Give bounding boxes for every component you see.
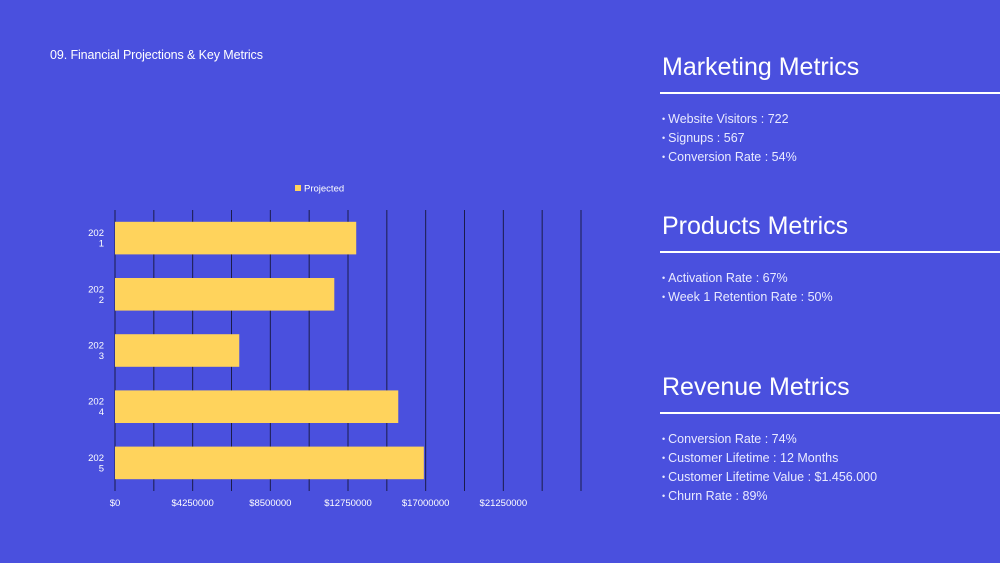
revenue-metrics-title: Revenue Metrics (662, 373, 850, 401)
products-metrics-title: Products Metrics (662, 212, 849, 240)
legend-swatch (295, 185, 301, 191)
legend-label: Projected (304, 184, 344, 195)
metric-item: Conversion Rate : 74% (662, 430, 1000, 449)
y-tick-label-line: 1 (99, 239, 104, 250)
bar (115, 446, 424, 480)
products-metrics-list: Activation Rate : 67% Week 1 Retention R… (660, 269, 1000, 307)
y-tick-label-line: 202 (88, 228, 104, 239)
x-tick-label: $0 (110, 498, 121, 509)
marketing-metrics-list: Website Visitors : 722 Signups : 567 Con… (660, 110, 1000, 167)
metric-item: Conversion Rate : 54% (662, 148, 1000, 167)
metric-item: Week 1 Retention Rate : 50% (662, 288, 1000, 307)
x-tick-label: $4250000 (172, 498, 214, 509)
bar (115, 390, 399, 423)
y-tick-label: 202 5 (88, 453, 104, 475)
metric-item: Website Visitors : 722 (662, 110, 1000, 129)
revenue-metrics-divider (660, 412, 1000, 414)
revenue-metrics-list: Conversion Rate : 74% Customer Lifetime … (660, 430, 1000, 506)
x-tick-label: $12750000 (324, 498, 372, 509)
metric-item: Signups : 567 (662, 129, 1000, 148)
metric-item: Customer Lifetime Value : $1.456.000 (662, 468, 1000, 487)
x-tick-label: $21250000 (480, 498, 528, 509)
metric-item: Activation Rate : 67% (662, 269, 1000, 288)
projection-chart: $0 $4250000 $8500000 $12750000 $17000000 $212… (88, 184, 582, 509)
y-tick-label-line: 202 (88, 453, 104, 464)
y-tick-label: 202 1 (88, 228, 104, 250)
y-tick-label: 202 2 (88, 284, 104, 306)
y-tick-label: 202 3 (88, 341, 104, 363)
products-metrics-divider (660, 251, 1000, 253)
y-tick-label-line: 4 (99, 407, 104, 418)
y-tick-label: 202 4 (88, 397, 104, 419)
projection-chart-svg: $0 $4250000 $8500000 $12750000 $17000000 $212… (88, 184, 582, 509)
y-tick-label-line: 202 (88, 284, 104, 295)
y-tick-label-line: 5 (99, 463, 104, 474)
marketing-metrics-divider (660, 92, 1000, 94)
x-tick-label: $17000000 (402, 498, 450, 509)
revenue-metrics-panel: Revenue Metrics Conversion Rate : 74% Cu… (660, 372, 1000, 506)
bar (115, 334, 240, 367)
y-tick-label-line: 202 (88, 397, 104, 408)
metric-item: Churn Rate : 89% (662, 487, 1000, 506)
bar (115, 221, 357, 255)
marketing-metrics-panel: Marketing Metrics Website Visitors : 722… (660, 52, 1000, 167)
marketing-metrics-title: Marketing Metrics (662, 53, 860, 81)
slide-title: 09. Financial Projections & Key Metrics (50, 48, 263, 62)
y-tick-label-line: 3 (99, 351, 104, 362)
x-tick-label: $8500000 (249, 498, 291, 509)
bar (115, 278, 335, 311)
products-metrics-panel: Products Metrics Activation Rate : 67% W… (660, 211, 1000, 307)
y-tick-label-line: 202 (88, 341, 104, 352)
y-tick-label-line: 2 (99, 295, 104, 306)
metric-item: Customer Lifetime : 12 Months (662, 449, 1000, 468)
